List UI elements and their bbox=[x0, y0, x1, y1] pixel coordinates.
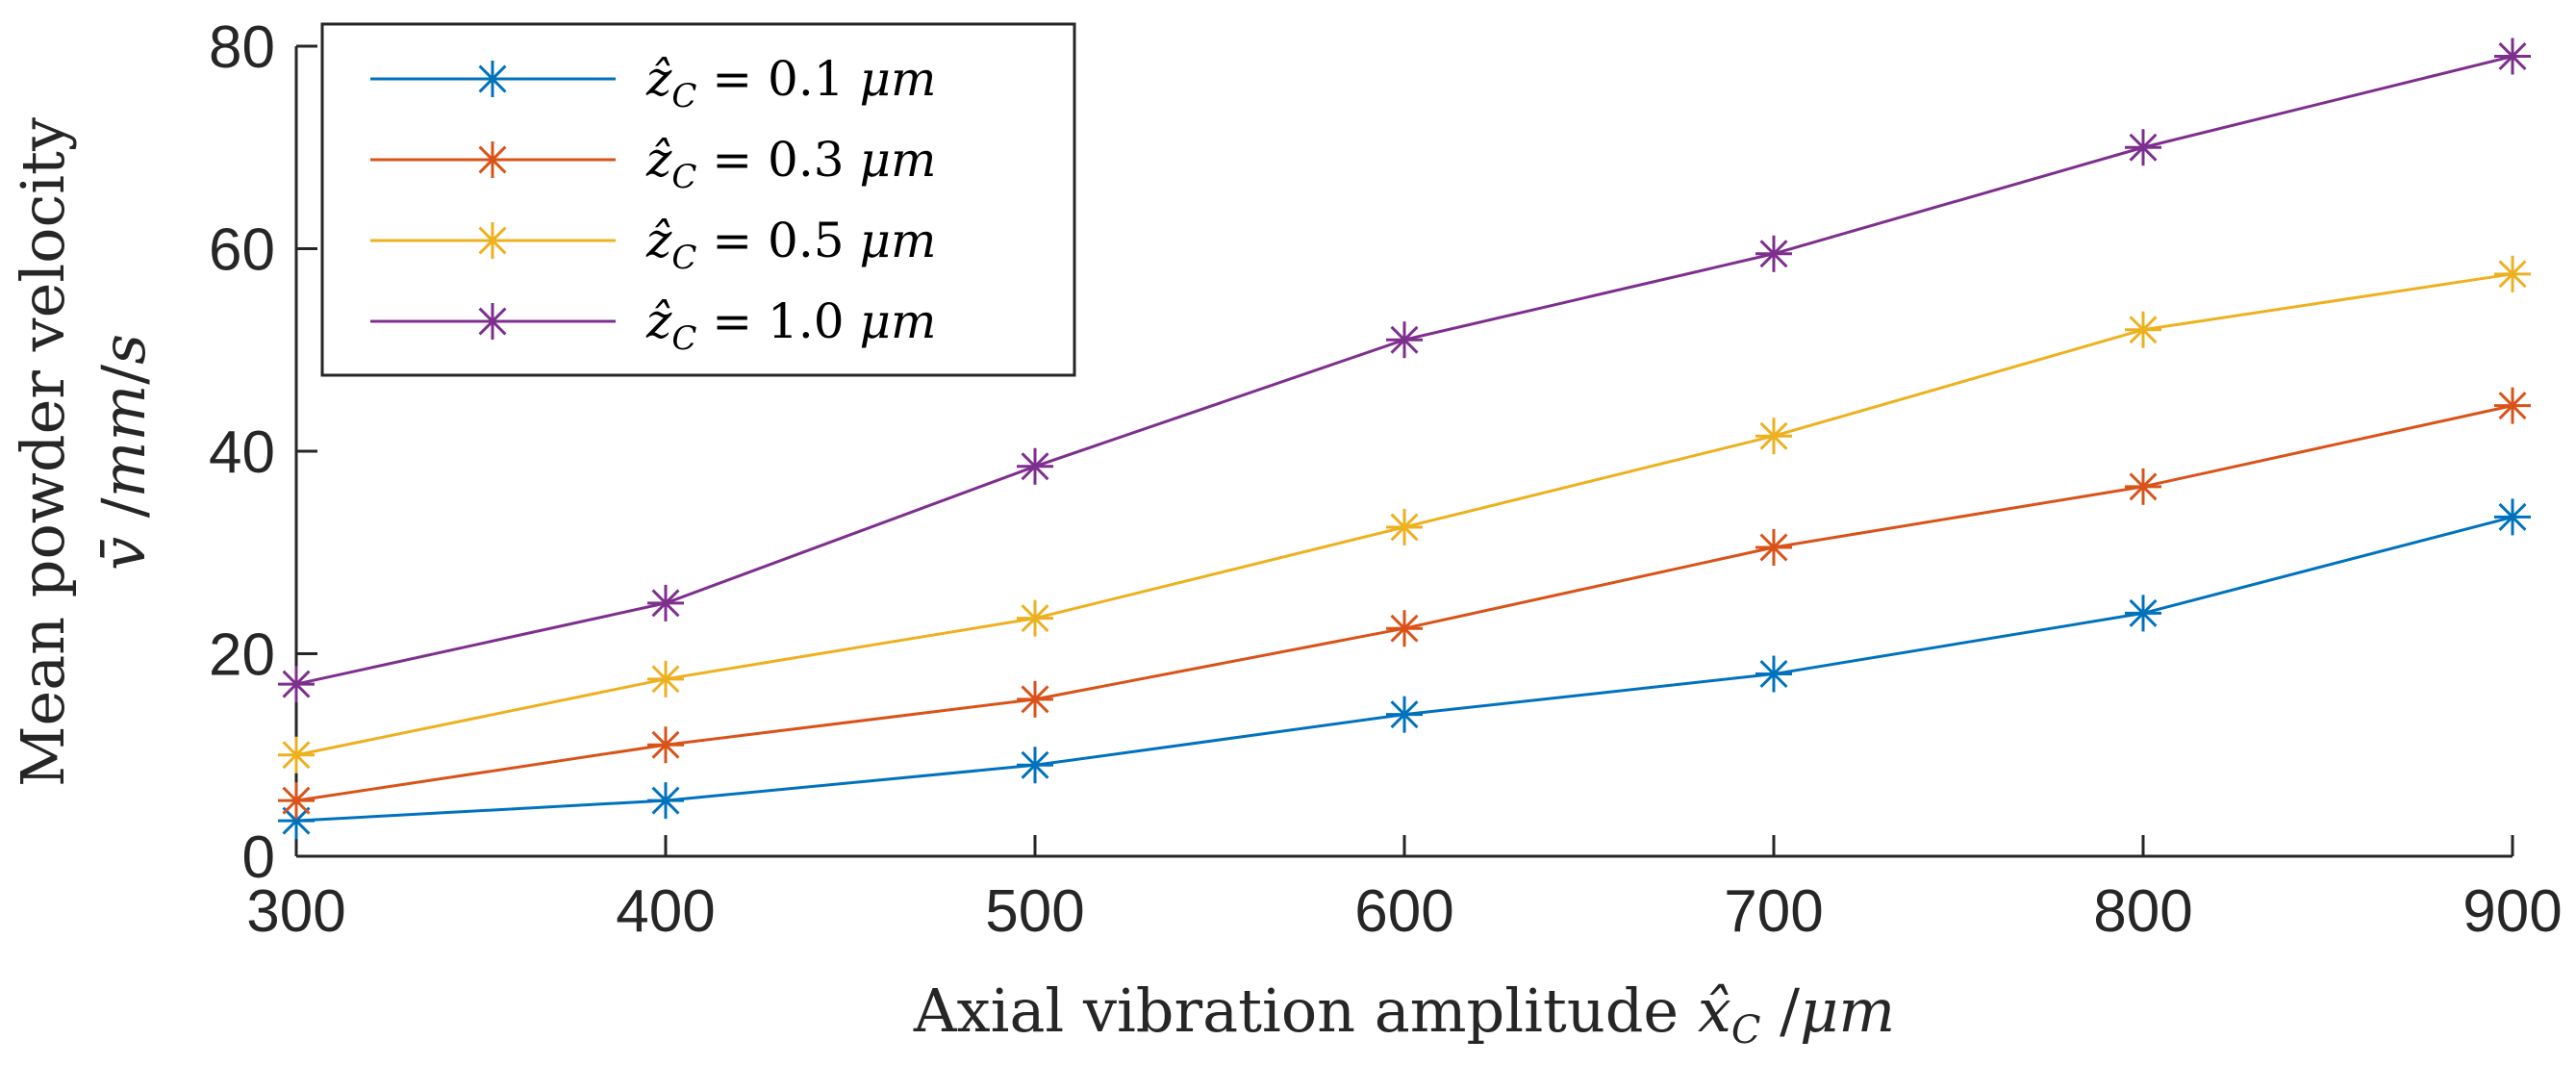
data-point-marker bbox=[1017, 447, 1053, 485]
data-point-marker bbox=[647, 782, 684, 820]
series-0 bbox=[278, 498, 2531, 840]
legend-marker bbox=[474, 141, 511, 178]
data-point-marker bbox=[2494, 38, 2531, 75]
x-tick-label: 700 bbox=[1724, 878, 1823, 945]
data-point-marker bbox=[1386, 610, 1423, 647]
y-axis-title-line1: Mean powder velocity bbox=[8, 117, 78, 787]
data-point-marker bbox=[647, 584, 684, 621]
data-point-marker bbox=[2494, 387, 2531, 424]
legend-label: ẑC = 1.0 μm bbox=[645, 293, 936, 358]
series-layer bbox=[278, 38, 2531, 840]
series-line bbox=[295, 515, 2513, 823]
data-point-marker bbox=[647, 660, 684, 697]
data-point-marker bbox=[1755, 418, 1792, 455]
data-point-marker bbox=[2494, 498, 2531, 536]
data-point-marker bbox=[1017, 680, 1053, 718]
x-tick-label: 900 bbox=[2462, 878, 2562, 945]
legend-item: ẑC = 1.0 μm bbox=[370, 293, 936, 358]
data-point-marker bbox=[278, 736, 315, 773]
data-point-marker bbox=[1755, 655, 1792, 693]
x-tick-label: 300 bbox=[246, 878, 345, 945]
y-tick-label: 40 bbox=[209, 419, 275, 486]
data-point-marker bbox=[1386, 321, 1423, 359]
data-point-marker bbox=[1017, 747, 1053, 784]
data-point-marker bbox=[1755, 528, 1792, 566]
x-tick-label: 400 bbox=[616, 878, 715, 945]
data-point-marker bbox=[2125, 311, 2161, 348]
legend-marker bbox=[474, 303, 511, 340]
data-point-marker bbox=[2125, 129, 2161, 166]
legend-item: ẑC = 0.1 μm bbox=[370, 51, 936, 115]
data-point-marker bbox=[278, 782, 315, 820]
data-point-marker bbox=[1755, 235, 1792, 272]
legend-label: ẑC = 0.5 μm bbox=[645, 213, 936, 277]
legend-box bbox=[320, 22, 1076, 377]
series-1 bbox=[278, 387, 2531, 820]
data-point-marker bbox=[1017, 599, 1053, 637]
legend-item: ẑC = 0.3 μm bbox=[370, 132, 936, 196]
series-2 bbox=[278, 255, 2531, 773]
tick-layer: 300 400 500 600 700 800 900 0 20 40 60 80 bbox=[209, 14, 2563, 945]
legend: ẑC = 0.1 μm ẑC = 0.3 μm ẑC = 0.5 μm ẑC = 1.… bbox=[320, 22, 1076, 377]
x-tick-label: 800 bbox=[2093, 878, 2192, 945]
y-tick-label: 0 bbox=[242, 824, 275, 891]
legend-label: ẑC = 0.3 μm bbox=[645, 132, 936, 196]
y-axis-title-line2: v̄ /mm/s bbox=[88, 334, 159, 571]
data-point-marker bbox=[1386, 508, 1423, 545]
legend-item: ẑC = 0.5 μm bbox=[370, 213, 936, 277]
series-3 bbox=[278, 38, 2531, 703]
data-point-marker bbox=[2125, 468, 2161, 505]
legend-marker bbox=[474, 222, 511, 259]
x-tick-label: 500 bbox=[985, 878, 1084, 945]
data-point-marker bbox=[2494, 255, 2531, 292]
x-axis-title: Axial vibration amplitude x̂C /μm bbox=[913, 976, 1895, 1052]
y-tick-label: 80 bbox=[209, 14, 275, 81]
legend-label: ẑC = 0.1 μm bbox=[645, 51, 936, 115]
data-point-marker bbox=[647, 726, 684, 764]
x-tick-label: 600 bbox=[1354, 878, 1453, 945]
data-point-marker bbox=[1386, 696, 1423, 733]
data-point-marker bbox=[2125, 595, 2161, 632]
legend-marker bbox=[474, 61, 511, 97]
y-tick-label: 20 bbox=[209, 622, 275, 689]
y-tick-label: 60 bbox=[209, 217, 275, 284]
data-point-marker bbox=[278, 666, 315, 703]
